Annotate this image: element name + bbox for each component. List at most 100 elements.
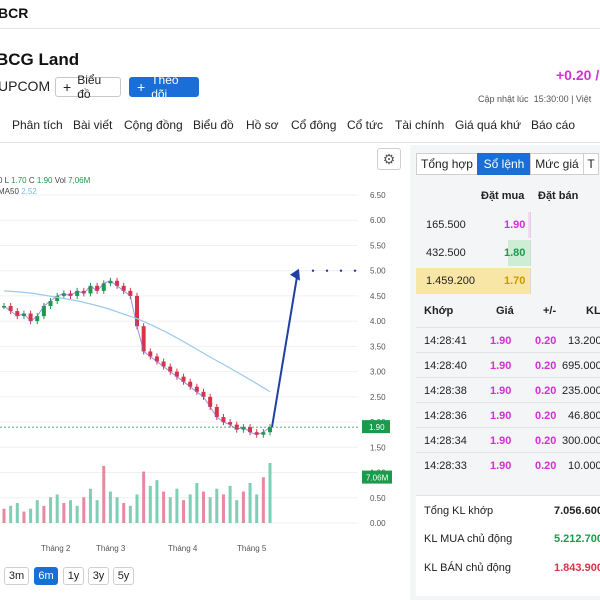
trade-price: 1.90 [490, 435, 512, 447]
candle-body [214, 406, 219, 418]
nav-item-tai-chinh[interactable]: Tài chính [395, 118, 445, 132]
candle-body [201, 391, 206, 397]
y-tick-label: 4.50 [370, 292, 386, 301]
trade-change: 0.20 [535, 360, 557, 372]
plus-icon: + [63, 79, 72, 95]
trade-change: 0.20 [535, 435, 557, 447]
volume-bar [162, 491, 166, 523]
tab-tong-hop[interactable]: Tổng hợp [416, 153, 478, 175]
x-tick-label: Tháng 4 [168, 544, 198, 553]
nav-item-bieu-do[interactable]: Biểu đồ [193, 118, 234, 132]
right-tabs: Tổng hợp Sổ lệnh Mức giá T [416, 153, 599, 175]
candle-body [135, 295, 139, 327]
orderbook-volume: 432.500 [426, 247, 466, 259]
nav-item-bai-viet[interactable]: Bài viết [73, 118, 113, 132]
price-chart[interactable]: 6.506.005.505.004.504.003.503.002.502.00… [0, 160, 405, 560]
tab-more[interactable]: T [583, 153, 599, 175]
candle-body [28, 313, 33, 322]
candle-body [161, 361, 166, 367]
orderbook-ask-header: Đặt bán [538, 190, 579, 202]
chart-button[interactable]: + Biểu đồ [55, 73, 121, 101]
nav-item-co-dong[interactable]: Cổ đông [291, 118, 337, 132]
trades-change-header: +/- [543, 305, 557, 317]
trade-volume: 46.800 [568, 410, 600, 422]
nav-item-gia-qua-khu[interactable]: Giá quá khứ [455, 118, 522, 132]
trade-change: 0.20 [535, 335, 557, 347]
nav-item-cong-dong[interactable]: Cộng đồng [124, 118, 183, 132]
orderbook-divider [530, 240, 531, 266]
gear-icon[interactable]: ⚙ [377, 148, 401, 170]
volume-bar [235, 500, 239, 523]
volume-bar [221, 494, 225, 523]
candle-body [15, 311, 20, 317]
nav-item-phan-tich[interactable]: Phân tích [12, 118, 63, 132]
range-5y-button[interactable]: 5y [113, 567, 134, 585]
candle-body [128, 290, 133, 296]
orderbook-divider [530, 212, 531, 238]
summary-total-value: 7.056.600 [554, 505, 600, 517]
last-price-label: 1.90 [369, 423, 385, 432]
volume-bar [142, 471, 146, 523]
summary-buy-label: KL MUA chủ động [424, 533, 513, 545]
volume-bar [188, 494, 192, 523]
candle-body [168, 366, 173, 372]
trade-volume: 13.200 [568, 335, 600, 347]
ticker-symbol: BCR [0, 5, 29, 21]
y-tick-label: 4.00 [370, 317, 386, 326]
orderbook-row: 165.500 1.90 [416, 212, 600, 238]
trade-price: 1.90 [490, 460, 512, 472]
orderbook-row: 1.459.200 1.459.200 1.70 [416, 268, 600, 294]
trade-time: 14:28:41 [424, 335, 467, 347]
trade-volume: 695.000 [562, 360, 600, 372]
volume-bar [102, 465, 106, 523]
tab-so-lenh[interactable]: Sổ lệnh [477, 153, 531, 175]
range-1y-button[interactable]: 1y [63, 567, 84, 585]
y-tick-label: 3.00 [370, 368, 386, 377]
volume-bar [155, 480, 159, 523]
candle-body [121, 285, 126, 291]
nav-item-bao-cao[interactable]: Báo cáo [531, 118, 576, 132]
follow-button-label: Theo dõi [151, 73, 179, 101]
range-3m-button[interactable]: 3m [4, 567, 29, 585]
candle-body [101, 283, 106, 291]
volume-bar [82, 497, 86, 523]
volume-bar [202, 491, 205, 523]
follow-button[interactable]: + Theo dõi [129, 73, 199, 101]
orderbook-volume-overlay: 1.459.200 [426, 275, 475, 287]
y-tick-label: 3.50 [370, 342, 386, 351]
volume-bar [122, 503, 126, 523]
volume-bar [55, 494, 59, 523]
orderbook-price: 1.70 [504, 275, 526, 287]
candle-body [261, 432, 266, 435]
summary-total-label: Tổng KL khớp [424, 505, 494, 517]
trend-arrow [271, 276, 298, 428]
range-6m-button[interactable]: 6m [34, 567, 58, 585]
volume-bar [215, 488, 219, 523]
volume-bar [182, 500, 186, 523]
candle-body [174, 371, 179, 377]
y-tick-label: 5.00 [370, 267, 386, 276]
range-3y-button[interactable]: 3y [88, 567, 109, 585]
orderbook-bar [508, 240, 530, 266]
nav-item-ho-so[interactable]: Hồ sơ [246, 118, 279, 132]
tab-muc-gia[interactable]: Mức giá [530, 153, 584, 175]
candle-body [221, 417, 226, 423]
nav-item-co-tuc[interactable]: Cổ tức [347, 118, 384, 132]
ohlc-prefix: 0 L [0, 176, 9, 185]
volume-bar [2, 508, 6, 523]
trade-row: 14:28:38 1.90 0.20 235.000 [416, 377, 600, 403]
trade-price: 1.90 [490, 385, 512, 397]
candle-body [95, 285, 100, 291]
volume-bar [228, 485, 232, 523]
trade-volume: 300.000 [562, 435, 600, 447]
trade-row: 14:28:40 1.90 0.20 695.000 [416, 352, 600, 378]
y-tick-label: 2.50 [370, 393, 386, 402]
orderbook-price: 1.90 [504, 219, 526, 231]
trade-row: 14:28:41 1.90 0.20 13.200 [416, 327, 600, 353]
volume-bar [15, 503, 19, 523]
summary-buy-value: 5.212.700 [554, 533, 600, 545]
candle-body [41, 306, 46, 317]
volume-bar [255, 494, 259, 523]
volume-bar [95, 500, 99, 523]
candle-body [254, 432, 259, 435]
